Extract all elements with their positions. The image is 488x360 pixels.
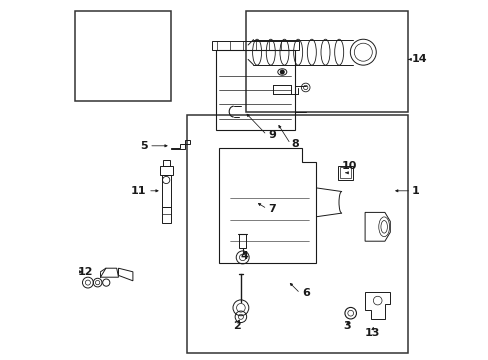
Text: 6: 6 xyxy=(302,288,309,298)
Circle shape xyxy=(279,69,284,75)
Text: 2: 2 xyxy=(232,321,240,331)
Text: 13: 13 xyxy=(364,328,379,338)
Text: 7: 7 xyxy=(267,204,275,214)
Bar xyxy=(339,167,350,178)
Text: 8: 8 xyxy=(291,139,299,149)
Bar xyxy=(246,11,407,112)
Bar xyxy=(239,234,246,248)
Text: 3: 3 xyxy=(343,321,350,331)
Text: 14: 14 xyxy=(411,54,427,64)
Text: 10: 10 xyxy=(341,161,356,171)
Text: 12: 12 xyxy=(77,267,93,277)
Text: 4: 4 xyxy=(240,251,248,261)
Text: 9: 9 xyxy=(267,130,275,140)
Text: 1: 1 xyxy=(411,186,419,196)
Bar xyxy=(337,166,352,180)
Text: 5: 5 xyxy=(140,141,148,151)
Text: 11: 11 xyxy=(131,186,146,196)
Bar xyxy=(186,115,407,353)
Bar xyxy=(75,11,170,101)
